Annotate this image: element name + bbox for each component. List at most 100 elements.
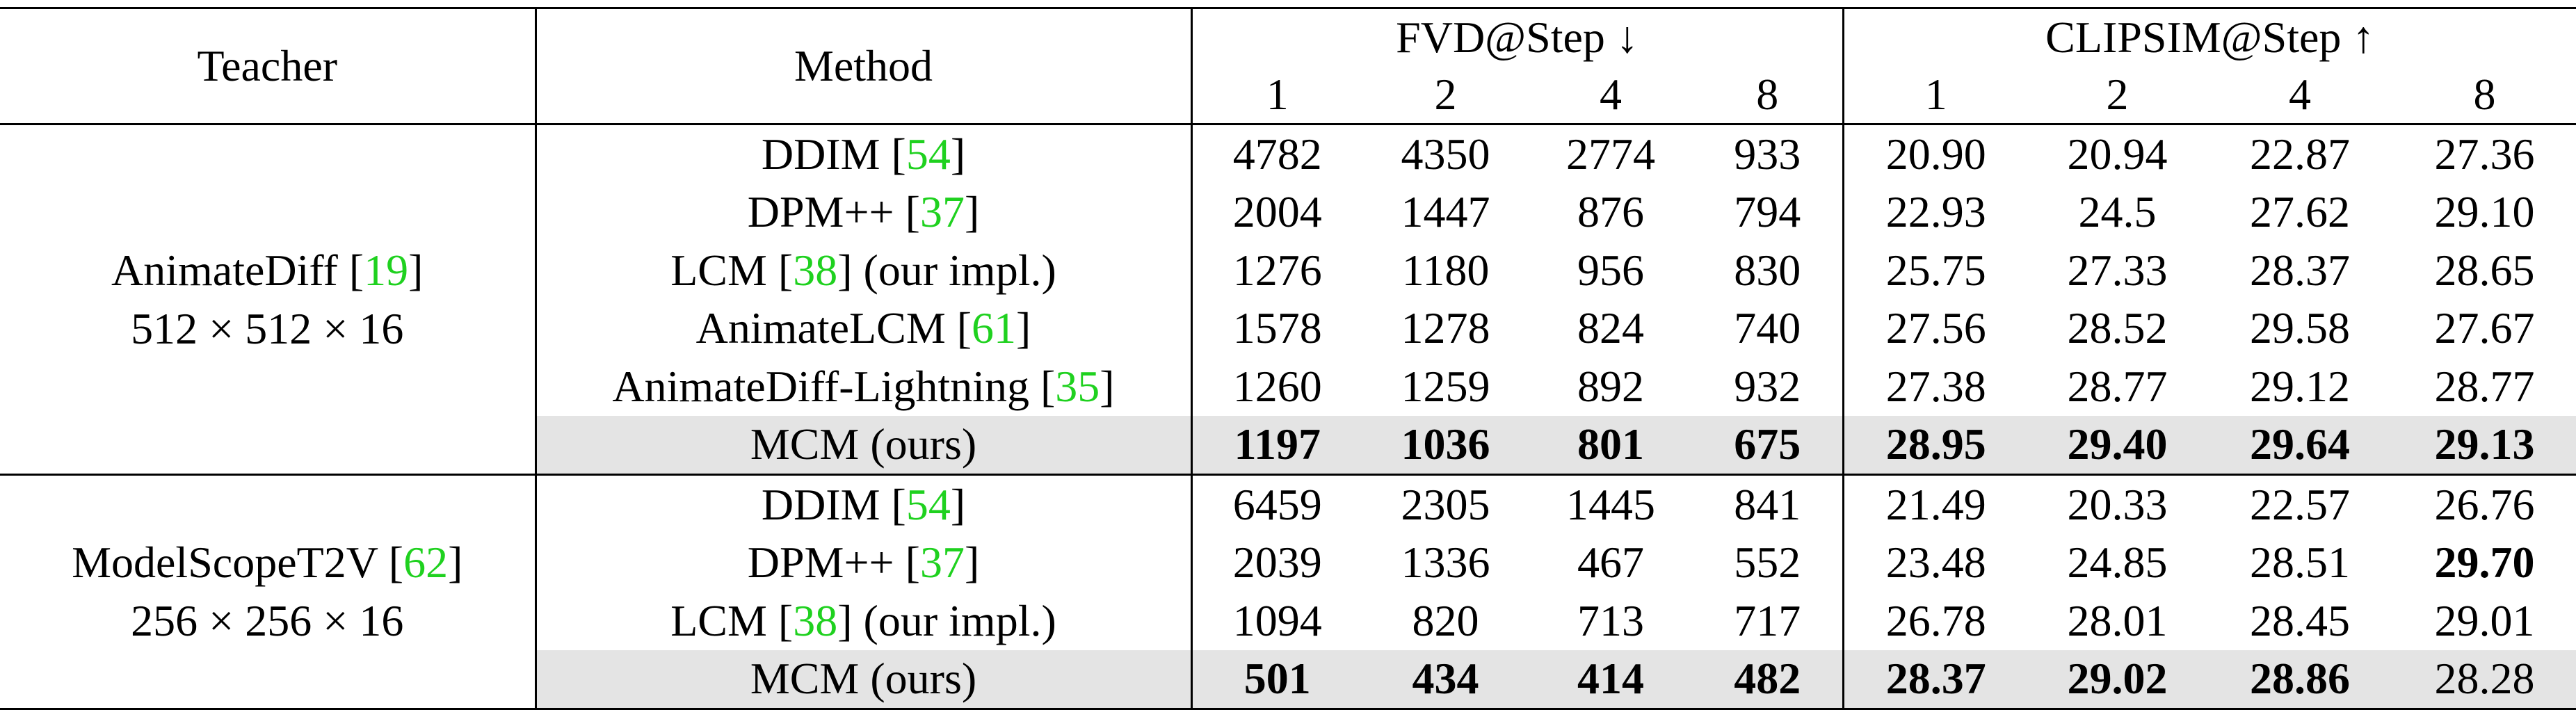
fvd-value: 482	[1693, 650, 1843, 710]
fvd-value: 1578	[1190, 299, 1362, 357]
teacher-cell: AnimateDiff [19] 512 × 512 × 16	[0, 124, 536, 475]
header-fvd-step: 8	[1693, 66, 1843, 125]
fvd-value: 4782	[1190, 124, 1362, 184]
clipsim-value: 29.02	[2028, 650, 2207, 710]
fvd-value: 1197	[1190, 415, 1362, 475]
clipsim-value: 28.77	[2067, 361, 2168, 411]
header-clipsim-step: 2	[2028, 66, 2207, 125]
clipsim-value: 23.48	[1842, 533, 2028, 592]
fvd-value: 1276	[1190, 241, 1362, 300]
header-fvd-group: FVD@Step ↓	[1190, 7, 1843, 66]
fvd-value: 713	[1577, 595, 1644, 645]
method-cell: LCM [38] (our impl.)	[534, 241, 1191, 300]
fvd-value: 6459	[1190, 474, 1362, 534]
clipsim-value: 20.94	[2067, 129, 2168, 179]
table-row: DPM++ [37] 2004 1447 876 794 22.93 24.5 …	[0, 183, 2576, 241]
clipsim-value: 21.49	[1842, 474, 2028, 534]
clipsim-value: 28.37	[1842, 650, 2028, 710]
clipsim-value: 22.87	[2250, 129, 2350, 179]
fvd-value: 740	[1734, 303, 1801, 353]
clipsim-value: 27.36	[2434, 129, 2535, 179]
clipsim-value: 20.33	[2028, 474, 2207, 534]
clipsim-value: 24.85	[2067, 538, 2168, 588]
clipsim-value: 27.38	[1842, 357, 2028, 416]
method-cell: LCM [38] (our impl.)	[534, 592, 1191, 650]
clipsim-value: 22.57	[2207, 474, 2393, 534]
fvd-value: 1278	[1401, 303, 1490, 353]
fvd-value: 932	[1734, 361, 1801, 411]
table-row: LCM [38] (our impl.) 1276 1180 956 830 2…	[0, 241, 2576, 300]
teacher-resolution: 256 × 256 × 16	[131, 596, 404, 645]
table-row: DPM++ [37] 2039 1336 467 552 23.48 24.85…	[0, 533, 2576, 592]
clipsim-value: 26.78	[1842, 592, 2028, 650]
fvd-value: 501	[1190, 650, 1362, 710]
fvd-value: 933	[1734, 129, 1801, 179]
fvd-value: 841	[1693, 474, 1843, 534]
clipsim-value: 29.40	[2028, 415, 2207, 475]
fvd-value: 1447	[1401, 187, 1490, 237]
header-fvd-step: 2	[1362, 66, 1529, 125]
clipsim-value: 29.13	[2393, 415, 2576, 475]
fvd-value: 467	[1577, 538, 1644, 588]
clipsim-value: 28.95	[1842, 415, 2028, 475]
clipsim-value: 28.52	[2067, 303, 2168, 353]
header-fvd-step: 4	[1529, 66, 1693, 125]
clipsim-value: 29.70	[2434, 538, 2535, 588]
fvd-value: 956	[1577, 245, 1644, 295]
fvd-value: 801	[1529, 415, 1693, 475]
fvd-value: 1259	[1401, 361, 1490, 411]
fvd-value: 2004	[1190, 183, 1362, 241]
fvd-value: 414	[1529, 650, 1693, 710]
table-row: ModelScopeT2V [62] 256 × 256 × 16 DDIM […	[0, 474, 2576, 710]
header-method: Method	[534, 7, 1191, 125]
header-clipsim-step: 1	[1842, 66, 2028, 125]
clipsim-value: 29.58	[2250, 303, 2350, 353]
clipsim-value: 29.01	[2434, 595, 2535, 645]
method-cell: AnimateDiff-Lightning [35]	[534, 357, 1191, 416]
clipsim-value: 28.37	[2250, 245, 2350, 295]
fvd-value: 1094	[1190, 592, 1362, 650]
clipsim-value: 28.51	[2250, 538, 2350, 588]
clipsim-value: 27.33	[2067, 245, 2168, 295]
clipsim-value: 28.45	[2250, 595, 2350, 645]
fvd-value: 4350	[1401, 129, 1490, 179]
results-table: Teacher Method FVD@Step ↓ CLIPSIM@Step ↑…	[0, 7, 2576, 710]
fvd-value: 675	[1693, 415, 1843, 475]
method-cell: DDIM [54]	[534, 124, 1191, 184]
fvd-value: 552	[1734, 538, 1801, 588]
fvd-value: 876	[1577, 187, 1644, 237]
method-cell: DPM++ [37]	[534, 183, 1191, 241]
clipsim-value: 25.75	[1842, 241, 2028, 300]
clipsim-value: 20.90	[1842, 124, 2028, 184]
header-clipsim-group: CLIPSIM@Step ↑	[1842, 7, 2576, 66]
teacher-name: ModelScopeT2V [62]	[72, 538, 463, 587]
teacher-resolution: 512 × 512 × 16	[131, 303, 404, 353]
method-cell: MCM (ours)	[534, 415, 1191, 475]
clipsim-value: 28.86	[2207, 650, 2393, 710]
fvd-value: 892	[1577, 361, 1644, 411]
clipsim-value: 22.93	[1842, 183, 2028, 241]
clipsim-value: 27.62	[2250, 187, 2350, 237]
method-cell: AnimateLCM [61]	[534, 299, 1191, 357]
method-cell: DPM++ [37]	[534, 533, 1191, 592]
header-fvd-step: 1	[1190, 66, 1362, 125]
teacher-name: AnimateDiff [19]	[111, 245, 424, 295]
header-clipsim-step: 8	[2393, 66, 2576, 125]
fvd-value: 1445	[1529, 474, 1693, 534]
table-row: AnimateLCM [61] 1578 1278 824 740 27.56 …	[0, 299, 2576, 357]
clipsim-value: 29.64	[2207, 415, 2393, 475]
clipsim-value: 29.12	[2250, 361, 2350, 411]
fvd-value: 1336	[1401, 538, 1490, 588]
header-teacher: Teacher	[0, 7, 536, 125]
fvd-value: 1260	[1190, 357, 1362, 416]
fvd-value: 794	[1734, 187, 1801, 237]
clipsim-value: 28.01	[2067, 595, 2168, 645]
fvd-value: 824	[1577, 303, 1644, 353]
clipsim-value: 29.10	[2434, 187, 2535, 237]
table-row: LCM [38] (our impl.) 1094 820 713 717 26…	[0, 592, 2576, 650]
clipsim-value: 28.65	[2434, 245, 2535, 295]
fvd-value: 1036	[1362, 415, 1529, 475]
fvd-value: 1180	[1401, 245, 1490, 295]
method-cell: MCM (ours)	[534, 650, 1191, 710]
